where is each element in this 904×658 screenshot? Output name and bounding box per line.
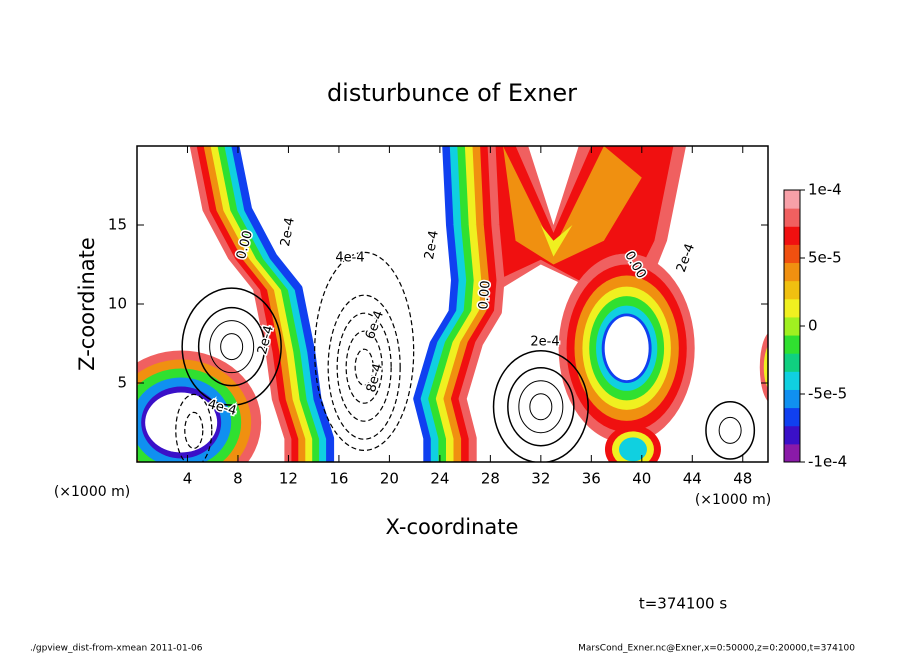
contour-band [503,146,642,265]
chart-title: disturbunce of Exner [327,79,577,107]
x-unit-right: (×1000 m) [695,492,771,508]
colorbar-tick-label: 0 [808,317,818,335]
colorbar-segment [784,371,800,390]
x-tick-label: 44 [683,470,702,488]
colorbar-tick-label: 5e-5 [808,249,842,267]
colorbar-segment [784,190,800,209]
contour-band [196,146,300,462]
contour-band [420,146,467,462]
contour-label: 4e-4 [335,251,364,266]
colorbar-tick-label: -1e-4 [808,453,847,471]
contour-line [345,330,383,404]
y-tick-label: 5 [117,374,127,392]
footer-right: MarsCond_Exner.nc@Exner,x=0:50000,z=0:20… [578,644,855,654]
contour-band [203,146,307,462]
colorbar-segment [784,244,800,264]
contour-line [507,366,575,447]
colorbar-segment [784,298,800,318]
x-tick-label: 28 [481,470,500,488]
x-tick-label: 20 [380,470,399,488]
contour-label: 2e-4 [530,335,559,350]
colorbar-tick-label: 1e-4 [808,181,842,199]
contour-band [413,146,459,462]
contour-line [518,380,564,434]
contour-line [529,393,553,421]
contour-band [759,333,768,402]
contour-field [137,146,768,462]
x-tick-label: 16 [329,470,348,488]
contour-band [618,437,647,462]
contour-band [435,146,482,462]
y-axis-label: Z-coordinate [75,237,99,371]
contour-band [217,146,321,462]
contour-band [451,146,497,462]
contour-line [336,312,392,422]
colorbar-segment [784,389,800,409]
colorbar-segment [784,353,800,372]
footer-left: ./gpview_dist-from-xmean 2011-01-06 [30,644,203,654]
contour-line [181,287,282,406]
y-tick-label: 15 [108,216,127,234]
x-tick-label: 24 [430,470,449,488]
colorbar-segment [784,316,800,336]
contour-label: 0.00 [476,280,493,310]
contour-line [314,251,415,451]
colorbar-segment [784,262,800,282]
contour-line [175,393,213,462]
contour-band [231,146,335,462]
x-tick-label: 36 [582,470,601,488]
colorbar-segment [784,335,800,354]
contour-label: 8e-4 [364,362,386,394]
contour-line [705,401,756,460]
contour-band [604,316,649,381]
contour-band [767,363,768,372]
colorbar-segment [784,226,800,245]
contour-label: 2e-4 [278,216,298,247]
contour-band [145,392,218,453]
contour-band [189,146,293,462]
contour-line [197,306,266,387]
colorbar-tick-label: -5e-5 [808,385,847,403]
contour-line [220,333,244,361]
contour-band [224,146,328,462]
contour-label: 6e-4 [363,309,387,342]
contour-band [210,146,314,462]
contour-label: 4e-4 [206,397,238,419]
contour-band [428,146,475,462]
colorbar-segment [784,407,800,427]
x-tick-label: 32 [531,470,550,488]
contour-label: 2e-4 [422,229,442,260]
y-tick-label: 10 [108,295,127,313]
contour-line [354,348,374,386]
contour-band [540,225,573,257]
x-unit-left: (×1000 m) [54,484,130,500]
contour-line [718,416,742,444]
contour-band [763,346,768,389]
x-tick-label: 8 [233,470,243,488]
contour-line [327,294,401,440]
contour-band [458,146,505,462]
contour-line [492,350,589,462]
x-tick-label: 48 [733,470,752,488]
colorbar-segment [784,280,800,300]
contour-line [209,320,255,374]
contour-band [443,146,490,462]
x-axis-label: X-coordinate [386,515,519,539]
x-tick-label: 4 [183,470,193,488]
time-label: t=374100 s [639,595,727,613]
x-tick-label: 12 [279,470,298,488]
colorbar-segment [784,208,800,227]
x-tick-label: 40 [632,470,651,488]
colorbar-segment [784,425,800,445]
contour-label: 2e-4 [674,242,698,275]
colorbar-segment [784,443,800,463]
contour-line [184,411,204,449]
